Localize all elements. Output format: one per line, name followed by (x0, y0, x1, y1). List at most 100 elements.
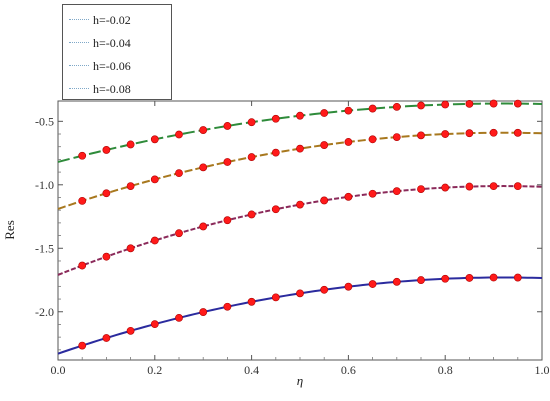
data-point-marker (320, 196, 329, 205)
x-tick-label: 0.6 (341, 363, 356, 377)
data-point-marker (199, 163, 208, 172)
data-point-marker (102, 252, 111, 261)
data-point-marker (223, 216, 232, 225)
data-point-marker (102, 146, 111, 154)
series-line (57, 185, 543, 276)
data-point-marker (150, 236, 159, 245)
data-point-marker (271, 293, 280, 302)
data-point-marker (175, 229, 183, 238)
data-point-marker (344, 138, 353, 146)
x-tick-label: 0.8 (438, 363, 453, 377)
data-point-marker (102, 189, 111, 198)
data-point-marker (150, 320, 159, 329)
data-point-marker (513, 99, 522, 108)
data-point-marker (441, 100, 450, 109)
x-axis: 0.0 0.2 0.4 0.6 0.8 1.0 (51, 101, 550, 377)
y-tick-label: -1.5 (35, 241, 54, 255)
y-tick-label: -1.0 (35, 178, 54, 192)
data-point-marker (223, 302, 232, 311)
data-point-marker (78, 261, 87, 270)
data-point-marker (320, 285, 329, 294)
data-point-marker (368, 104, 377, 113)
data-point-marker (465, 129, 474, 138)
data-point-marker (223, 122, 232, 130)
data-point-marker (199, 126, 208, 134)
x-tick-label: 0.0 (51, 363, 66, 377)
legend-label: h=-0.08 (93, 82, 131, 96)
legend-swatch (69, 42, 89, 43)
data-point-marker (368, 280, 377, 288)
data-point-marker (344, 282, 353, 291)
data-point-marker (126, 326, 135, 335)
data-point-marker (465, 99, 474, 108)
data-point-marker (126, 182, 135, 190)
legend-item: h=-0.08 (63, 82, 171, 96)
plot-frame (57, 100, 543, 361)
legend: h=-0.02 h=-0.04 h=-0.06 h=-0.08 (62, 4, 172, 100)
legend-swatch (69, 19, 89, 20)
data-point-marker (126, 140, 135, 149)
data-point-marker (513, 128, 522, 137)
x-tick-label: 1.0 (535, 363, 550, 377)
data-point-marker (489, 273, 498, 282)
data-point-marker (513, 182, 522, 191)
legend-item: h=-0.04 (63, 36, 171, 50)
data-point-marker (489, 99, 498, 108)
x-tick-label: 0.4 (244, 363, 259, 377)
markers (78, 99, 522, 350)
data-point-marker (150, 135, 159, 144)
y-axis: -0.5 -1.0 -1.5 -2.0 (35, 114, 542, 351)
data-point-marker (247, 153, 256, 161)
data-point-marker (392, 133, 401, 141)
x-tick-label: 0.2 (147, 363, 162, 377)
data-point-marker (296, 111, 304, 120)
data-point-marker (175, 169, 183, 178)
data-point-marker (441, 130, 450, 138)
data-point-marker (489, 182, 498, 191)
legend-label: h=-0.06 (93, 59, 131, 73)
data-point-marker (417, 276, 425, 284)
data-point-marker (296, 289, 304, 298)
y-tick-label: -2.0 (35, 305, 54, 319)
data-point-marker (417, 131, 425, 140)
legend-item: h=-0.02 (63, 13, 171, 27)
data-point-marker (392, 102, 401, 111)
data-point-marker (368, 189, 377, 198)
data-point-marker (247, 297, 256, 306)
legend-swatch (69, 65, 89, 66)
legend-label: h=-0.04 (93, 36, 131, 50)
data-point-marker (78, 341, 87, 350)
data-point-marker (417, 185, 425, 193)
data-point-marker (392, 187, 401, 196)
data-point-marker (78, 151, 87, 160)
data-point-marker (271, 205, 280, 214)
data-point-marker (417, 101, 425, 110)
data-point-marker (223, 158, 232, 166)
data-point-marker (199, 308, 208, 316)
data-point-marker (513, 273, 522, 282)
data-point-marker (441, 274, 450, 283)
legend-label: h=-0.02 (93, 13, 131, 27)
data-point-marker (441, 183, 450, 192)
legend-swatch (69, 88, 89, 89)
legend-item: h=-0.06 (63, 59, 171, 73)
data-point-marker (296, 200, 304, 209)
y-axis-title: Res (2, 220, 17, 240)
data-point-marker (465, 182, 474, 191)
data-point-marker (126, 244, 135, 253)
data-point-marker (296, 144, 304, 153)
data-point-marker (320, 141, 329, 149)
data-point-marker (344, 106, 353, 115)
data-point-marker (465, 274, 474, 282)
x-axis-title: η (297, 373, 303, 388)
data-point-marker (271, 148, 280, 157)
data-point-marker (392, 277, 401, 286)
data-point-marker (175, 313, 183, 322)
data-point-marker (320, 109, 329, 117)
data-point-marker (271, 114, 280, 123)
data-point-marker (175, 130, 183, 139)
y-tick-label: -0.5 (35, 114, 54, 128)
data-point-marker (150, 175, 159, 184)
series-line (57, 276, 543, 355)
